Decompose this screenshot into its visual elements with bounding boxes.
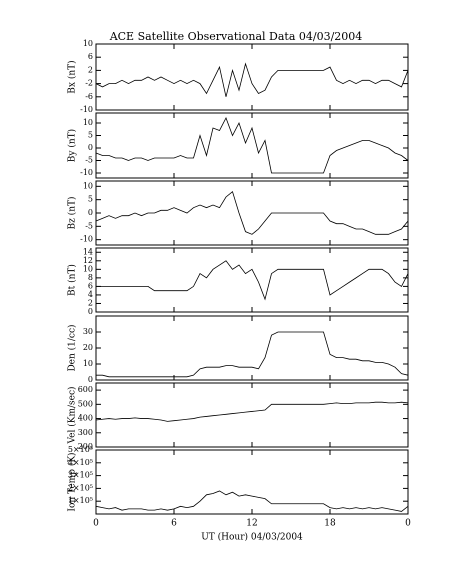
y-tick-label: 1×10⁵ (68, 496, 93, 505)
chart-title: ACE Satellite Observational Data 04/03/2… (109, 30, 363, 43)
data-line (95, 190, 409, 235)
y-tick-label: 10 (83, 118, 93, 127)
x-tick-label: 0 (93, 519, 99, 529)
y-tick-label: 12 (83, 256, 93, 265)
y-tick-label: -5 (85, 221, 93, 230)
y-axis-label: Den (1/cc) (67, 324, 78, 371)
data-line (95, 401, 409, 422)
y-tick-label: 30 (83, 327, 93, 336)
x-tick-label: 12 (246, 519, 257, 529)
y-tick-label: 0 (88, 375, 93, 384)
y-tick-label: 200 (78, 442, 93, 451)
data-line (95, 490, 409, 512)
data-line (96, 260, 409, 301)
y-axis-label: Bt (nT) (67, 264, 78, 296)
x-axis-label: UT (Hour) 04/03/2004 (201, 532, 303, 543)
y-tick-label: -5 (85, 156, 93, 165)
y-tick-label: 10 (83, 181, 93, 190)
y-tick-label: 300 (78, 428, 93, 437)
y-tick-label: 2×10⁵ (68, 483, 93, 492)
y-tick-label: -10 (80, 235, 93, 244)
x-tick-label: 6 (171, 519, 177, 529)
y-tick-label: 8 (88, 273, 93, 282)
y-tick-label: 10 (83, 359, 93, 368)
y-tick-label: 0 (88, 307, 93, 316)
y-tick-label: 3×10⁵ (68, 471, 93, 480)
data-line (95, 62, 409, 97)
y-tick-label: -10 (80, 168, 93, 177)
y-tick-label: 4 (88, 290, 93, 299)
x-tick-label: 18 (324, 519, 336, 529)
y-tick-label: 20 (83, 343, 93, 352)
y-axis-label: Bx (nT) (67, 60, 78, 93)
y-tick-label: 5 (88, 195, 93, 204)
data-line (95, 117, 409, 174)
x-tick-label: 0 (405, 519, 411, 529)
y-tick-label: 6 (88, 281, 93, 290)
y-tick-label: 2 (88, 298, 93, 307)
y-tick-label: 2 (88, 65, 93, 74)
y-axis-label: Bz (nT) (67, 196, 78, 229)
y-tick-label: 10 (83, 39, 93, 48)
y-tick-label: -2 (85, 79, 93, 88)
y-axis-label: Vel (Km/sec) (67, 386, 78, 444)
y-tick-label: -10 (80, 105, 93, 114)
y-axis-label: By (nT) (67, 129, 78, 162)
y-tick-label: 5×10⁵ (68, 445, 93, 454)
y-tick-label: 600 (78, 385, 93, 394)
y-tick-label: 10 (83, 264, 93, 273)
y-tick-label: 14 (83, 247, 93, 256)
data-line (96, 331, 409, 378)
y-axis-label: Ion Temp (K) (67, 452, 78, 511)
y-tick-label: 4×10⁵ (68, 458, 93, 467)
y-tick-label: 0 (88, 208, 93, 217)
y-tick-label: 5 (88, 131, 93, 140)
y-tick-label: -6 (85, 92, 93, 101)
y-tick-label: 6 (88, 52, 93, 61)
y-tick-label: 500 (78, 399, 93, 408)
y-tick-label: 0 (88, 143, 93, 152)
y-tick-label: 400 (78, 414, 93, 423)
